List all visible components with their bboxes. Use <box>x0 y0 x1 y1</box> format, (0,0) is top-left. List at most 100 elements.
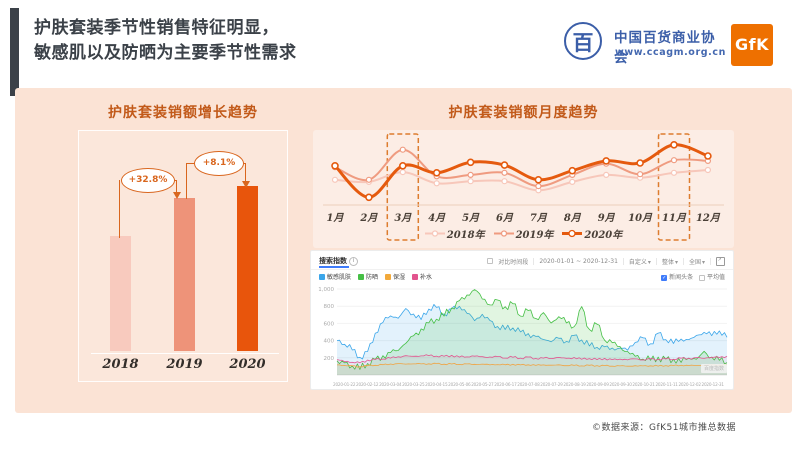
svg-text:7月: 7月 <box>530 212 548 224</box>
dropdown-device[interactable]: 整体 <box>662 257 678 266</box>
svg-text:12月: 12月 <box>696 212 721 224</box>
active-tab-underline <box>319 266 349 268</box>
growth-badge-2020: +8.1% <box>194 151 244 176</box>
line-chart-card: 1月 2月 3月 4月 5月 6月 7月 8月 9月 10月 11月 12月 <box>313 130 734 248</box>
bar-2019 <box>174 198 195 351</box>
info-icon[interactable] <box>349 256 358 266</box>
data-source-note: ©数据来源：GfK51城市推总数据 <box>592 423 736 433</box>
search-trend-plot: 1,000 800 600 400 200 百度指数 <box>311 283 733 379</box>
keyword-color-swatch <box>319 273 325 280</box>
date-tick: 2020-10-21 <box>632 382 655 387</box>
svg-text:200: 200 <box>324 356 335 362</box>
growth-connector <box>185 163 187 199</box>
dropdown-period[interactable]: 自定义 <box>629 257 651 266</box>
tab-search-index[interactable]: 搜索指数 <box>319 256 358 266</box>
gfk-logo: GfK <box>731 24 773 66</box>
line-chart-title: 护肤套装销额月度趋势 <box>448 105 599 121</box>
search-x-axis: 2020-01-22 2020-02-12 2020-03-04 2020-03-25… <box>311 379 733 390</box>
monthly-trend-chart: 1月 2月 3月 4月 5月 6月 7月 8月 9月 10月 11月 12月 <box>323 133 724 241</box>
legend-item-2020年: 2020年 <box>562 226 622 241</box>
date-tick: 2020-12-02 <box>678 382 701 387</box>
keyword-敏感肌肤[interactable]: 敏感肌肤 <box>319 272 351 281</box>
arrow-down-icon <box>172 192 181 199</box>
arrow-down-icon <box>241 181 250 188</box>
search-index-tab-label: 搜索指数 <box>319 257 347 265</box>
legend-item-2019年: 2019年 <box>493 226 553 241</box>
date-tick: 2020-07-29 <box>540 382 563 387</box>
date-tick: 2020-12-31 <box>701 382 725 387</box>
date-tick: 2020-09-30 <box>609 382 632 387</box>
svg-text:1月: 1月 <box>327 212 345 224</box>
keyword-保湿[interactable]: 保湿 <box>385 272 405 281</box>
bar-plot: 2018 2019 2020 <box>79 131 287 381</box>
date-tick: 2020-11-11 <box>655 382 678 387</box>
monthly-legend: 2018年 2019年 2020年 <box>313 226 734 241</box>
compare-checkbox[interactable] <box>487 258 494 265</box>
compare-label[interactable]: 对比时间段 <box>498 258 529 266</box>
search-index-card: 搜索指数 对比时间段 2020-01-01 ~ 2020-12-31 自定义 整… <box>310 250 734 390</box>
keyword-color-swatch <box>358 273 365 280</box>
dropdown-region[interactable]: 全国 <box>689 257 705 266</box>
date-tick: 2020-01-22 <box>333 382 356 387</box>
growth-connector <box>244 163 246 182</box>
svg-text:600: 600 <box>324 321 335 327</box>
keyword-legend: 敏感肌肤 防晒 保湿 补水 <box>319 272 432 281</box>
association-emblem-icon: 百 <box>564 22 602 60</box>
keyword-补水[interactable]: 补水 <box>412 272 432 281</box>
growth-connector <box>118 180 120 238</box>
toggle-平均值[interactable]: 平均值 <box>699 272 725 281</box>
svg-text:9月: 9月 <box>598 212 616 224</box>
bar-category-label: 2020 <box>229 357 266 372</box>
svg-text:5月: 5月 <box>462 212 480 224</box>
bar-category-label: 2019 <box>166 357 203 372</box>
growth-connector <box>186 162 195 164</box>
divider <box>710 257 711 265</box>
search-trend-chart: 1,000 800 600 400 200 <box>318 287 728 376</box>
date-tick: 2020-04-15 <box>425 382 448 387</box>
watermark: 百度指数 <box>700 364 727 373</box>
svg-text:6月: 6月 <box>496 212 514 224</box>
association-url: www.ccagm.org.cn <box>615 47 726 58</box>
svg-text:10月: 10月 <box>628 212 653 224</box>
keyword-color-swatch <box>412 273 419 280</box>
growth-badge-2019: +32.8% <box>121 168 175 193</box>
date-tick: 2020-05-27 <box>471 382 494 387</box>
association-name: 中国百货商业协会 <box>614 30 716 66</box>
export-icon[interactable] <box>716 256 725 266</box>
bar-category-label: 2018 <box>102 357 139 372</box>
divider <box>622 257 624 265</box>
legend-item-2018年: 2018年 <box>424 226 485 241</box>
association-logo: 百 中国百货商业协会 www.ccagm.org.cn <box>564 20 726 68</box>
slide-title-line2: 敏感肌以及防晒为主要季节性需求 <box>34 43 297 63</box>
bar-chart-card: 2018 2019 2020 +32.8% +8.1% <box>78 130 288 382</box>
bar-chart-axis <box>91 353 279 354</box>
keyword-color-swatch <box>385 273 392 280</box>
svg-text:11月: 11月 <box>662 212 687 224</box>
search-panel-controls: 对比时间段 2020-01-01 ~ 2020-12-31 自定义 整体 全国 <box>487 256 725 266</box>
divider <box>655 257 657 265</box>
date-range-picker[interactable]: 2020-01-01 ~ 2020-12-31 <box>539 257 618 265</box>
slide-title: 护肤套装季节性销售特征明显， 敏感肌以及防晒为主要季节性需求 <box>34 16 297 66</box>
divider <box>533 257 535 265</box>
date-tick: 2020-09-09 <box>586 382 609 387</box>
date-tick: 2020-06-17 <box>494 382 517 387</box>
toggle-新闻头条[interactable]: 新闻头条 <box>661 272 693 281</box>
svg-text:1,000: 1,000 <box>318 287 334 293</box>
growth-connector <box>175 180 177 193</box>
search-panel-header: 搜索指数 对比时间段 2020-01-01 ~ 2020-12-31 自定义 整… <box>311 251 733 270</box>
date-tick: 2020-03-04 <box>379 382 402 387</box>
svg-text:400: 400 <box>324 339 335 345</box>
keyword-防晒[interactable]: 防晒 <box>358 272 378 281</box>
date-tick: 2020-03-25 <box>402 382 425 387</box>
accent-bar <box>10 8 19 96</box>
svg-text:800: 800 <box>324 304 335 310</box>
slide-title-line1: 护肤套装季节性销售特征明显， <box>34 18 279 38</box>
bar-2020 <box>237 186 258 351</box>
svg-text:8月: 8月 <box>564 212 582 224</box>
date-tick: 2020-05-06 <box>448 382 471 387</box>
date-tick: 2020-07-08 <box>517 382 540 387</box>
chart-toggles: 新闻头条 平均值 <box>661 272 725 281</box>
svg-text:2月: 2月 <box>359 212 378 224</box>
